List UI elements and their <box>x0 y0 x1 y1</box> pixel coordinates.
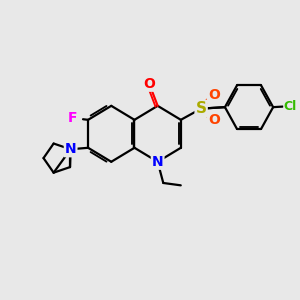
Text: N: N <box>65 142 76 156</box>
Text: O: O <box>208 88 220 102</box>
Text: N: N <box>152 155 164 169</box>
Text: S: S <box>196 101 207 116</box>
Text: F: F <box>68 111 77 125</box>
Text: Cl: Cl <box>284 100 297 113</box>
Text: O: O <box>208 113 220 127</box>
Text: O: O <box>143 77 155 91</box>
